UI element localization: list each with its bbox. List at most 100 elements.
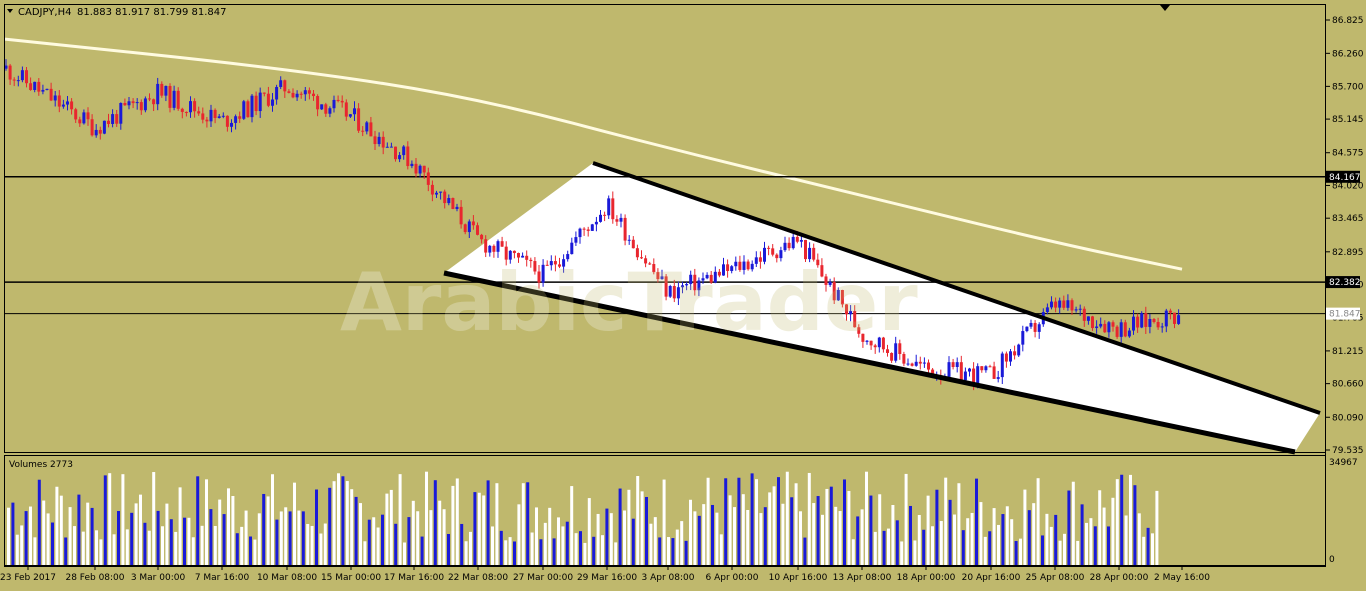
- candle-body: [631, 239, 635, 249]
- moving-average-line[interactable]: [4, 37, 1183, 271]
- candle-body: [537, 271, 541, 283]
- candle-body: [914, 361, 918, 366]
- volume-bar: [11, 502, 15, 565]
- volume-bar: [416, 511, 420, 565]
- symbol-label[interactable]: CADJPY,H4: [18, 7, 71, 18]
- volume-bar: [843, 479, 846, 565]
- candle-body: [90, 119, 94, 136]
- candle-body: [500, 241, 504, 247]
- candle-body: [599, 214, 602, 222]
- volume-bar: [156, 510, 160, 565]
- volume-bar: [909, 505, 912, 565]
- candle-body: [627, 239, 631, 241]
- candle-body: [869, 340, 873, 346]
- volume-bar: [33, 537, 37, 565]
- volume-bar: [341, 476, 345, 565]
- volume-bar: [557, 517, 560, 565]
- price-tick-label: 80.090: [1332, 413, 1364, 423]
- time-tick-label: 29 Mar 16:00: [577, 573, 637, 583]
- candle-body: [74, 109, 78, 120]
- candle-body: [959, 362, 963, 381]
- volume-bar: [671, 538, 675, 565]
- candle-body: [143, 98, 147, 111]
- candle-body: [713, 271, 717, 283]
- volume-bar: [724, 478, 728, 565]
- volume-bar: [614, 542, 618, 565]
- candle-body: [172, 90, 176, 108]
- volume-bar: [719, 534, 723, 565]
- price-label-boxes: 84.167 82.382 81.847: [1326, 170, 1361, 320]
- candle-body: [730, 266, 734, 271]
- volume-bar: [125, 529, 129, 565]
- volume-bar: [513, 541, 516, 565]
- volume-bar: [257, 513, 261, 565]
- volume-bar: [288, 511, 292, 565]
- volume-bar: [235, 533, 239, 565]
- price-tick-label: 80.660: [1332, 380, 1364, 390]
- volume-bar: [499, 530, 503, 565]
- candle-body: [1004, 353, 1008, 362]
- candle-body: [640, 257, 643, 259]
- volume-bar: [1142, 536, 1146, 565]
- candle-body: [1115, 326, 1119, 337]
- candle-body: [250, 95, 254, 118]
- candle-body: [107, 120, 110, 124]
- volume-bar: [865, 471, 868, 565]
- candle-body: [496, 241, 500, 252]
- time-axis[interactable]: 23 Feb 2017 28 Feb 08:00 3 Mar 00:00 7 Mar …: [0, 566, 1210, 583]
- volume-bar: [315, 489, 318, 565]
- volume-bar: [508, 537, 512, 565]
- candle-body: [307, 90, 311, 94]
- candle-body: [771, 248, 775, 255]
- candle-body: [1107, 322, 1111, 333]
- candle-body: [139, 102, 143, 111]
- candle-body: [1123, 322, 1127, 337]
- candle-body: [16, 80, 20, 82]
- volume-bar: [658, 537, 662, 565]
- candle-body: [258, 92, 262, 112]
- volume-bar: [81, 531, 85, 565]
- volume-bar: [609, 513, 613, 565]
- volume-bar: [477, 492, 481, 565]
- candle-body: [623, 217, 627, 241]
- volume-bar: [284, 507, 288, 565]
- symbol-dropdown-icon[interactable]: [7, 9, 13, 13]
- volume-bar: [948, 499, 952, 565]
- volume-bar: [935, 489, 939, 565]
- volume-bar: [1137, 513, 1141, 565]
- candle-body: [1029, 322, 1033, 327]
- volume-bar: [372, 517, 376, 565]
- price-axis[interactable]: 86.825 86.260 85.700 85.145 84.575 84.020 83.4…: [1326, 16, 1364, 456]
- candle-body: [180, 108, 184, 112]
- volume-bar: [768, 492, 772, 565]
- upper-trendline[interactable]: [592, 161, 1321, 415]
- candle-body: [910, 363, 914, 366]
- volume-bar: [178, 487, 182, 565]
- time-tick-label: 6 Apr 00:00: [706, 573, 759, 583]
- candle-body: [45, 88, 49, 90]
- candle-body: [86, 112, 90, 120]
- candle-body: [1103, 323, 1107, 333]
- candle-body: [414, 163, 418, 174]
- candle-body: [201, 113, 205, 120]
- volume-bar: [20, 525, 24, 565]
- candle-body: [906, 363, 910, 365]
- volume-bar: [90, 507, 94, 565]
- volume-bar: [530, 532, 534, 565]
- volume-bar: [394, 523, 398, 565]
- volume-bar: [306, 523, 310, 565]
- candle-body: [685, 284, 689, 286]
- volume-bar: [821, 514, 824, 565]
- candle-body: [381, 136, 385, 148]
- volume-bar: [161, 526, 164, 565]
- volume-bar: [323, 523, 327, 565]
- volume-bar: [68, 507, 72, 565]
- candle-body: [66, 101, 69, 105]
- candle-body: [746, 261, 750, 270]
- chart-shift-icon[interactable]: [1160, 5, 1170, 11]
- volume-bar: [983, 536, 987, 565]
- candle-body: [644, 258, 648, 264]
- candle-body: [361, 130, 365, 132]
- volume-bar: [834, 506, 838, 565]
- lower-trendline[interactable]: [443, 270, 1296, 455]
